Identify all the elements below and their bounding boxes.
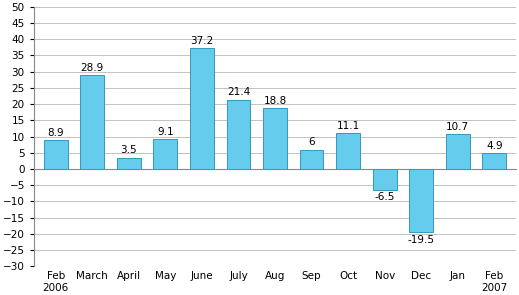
Text: Feb
2007: Feb 2007 [481, 271, 508, 293]
Text: Nov: Nov [375, 271, 395, 281]
Text: -19.5: -19.5 [408, 235, 435, 245]
Text: Oct: Oct [339, 271, 357, 281]
Bar [117, 158, 141, 169]
Text: 21.4: 21.4 [227, 87, 250, 97]
Bar [336, 133, 360, 169]
Bar [409, 169, 433, 232]
Bar [80, 75, 104, 169]
Text: 11.1: 11.1 [336, 121, 360, 131]
Text: 18.8: 18.8 [263, 96, 286, 106]
Text: 9.1: 9.1 [157, 127, 174, 137]
Text: June: June [190, 271, 213, 281]
Text: 37.2: 37.2 [190, 36, 213, 46]
Text: 10.7: 10.7 [446, 122, 469, 132]
Text: 4.9: 4.9 [486, 141, 502, 151]
Text: April: April [117, 271, 141, 281]
Bar [44, 140, 67, 169]
Text: 3.5: 3.5 [120, 145, 137, 155]
Bar [483, 153, 506, 169]
Text: Feb
2006: Feb 2006 [43, 271, 69, 293]
Text: 28.9: 28.9 [80, 63, 104, 73]
Text: 8.9: 8.9 [47, 128, 64, 138]
Bar [373, 169, 397, 190]
Bar [299, 150, 323, 169]
Text: March: March [76, 271, 108, 281]
Text: Sep: Sep [302, 271, 321, 281]
Text: Jan: Jan [450, 271, 466, 281]
Text: -6.5: -6.5 [375, 192, 395, 202]
Text: July: July [229, 271, 248, 281]
Bar [190, 48, 214, 169]
Text: Dec: Dec [411, 271, 431, 281]
Bar [227, 100, 250, 169]
Text: May: May [155, 271, 176, 281]
Text: Aug: Aug [265, 271, 285, 281]
Bar [263, 108, 287, 169]
Text: 6: 6 [308, 137, 315, 147]
Bar [154, 140, 177, 169]
Bar [446, 134, 470, 169]
